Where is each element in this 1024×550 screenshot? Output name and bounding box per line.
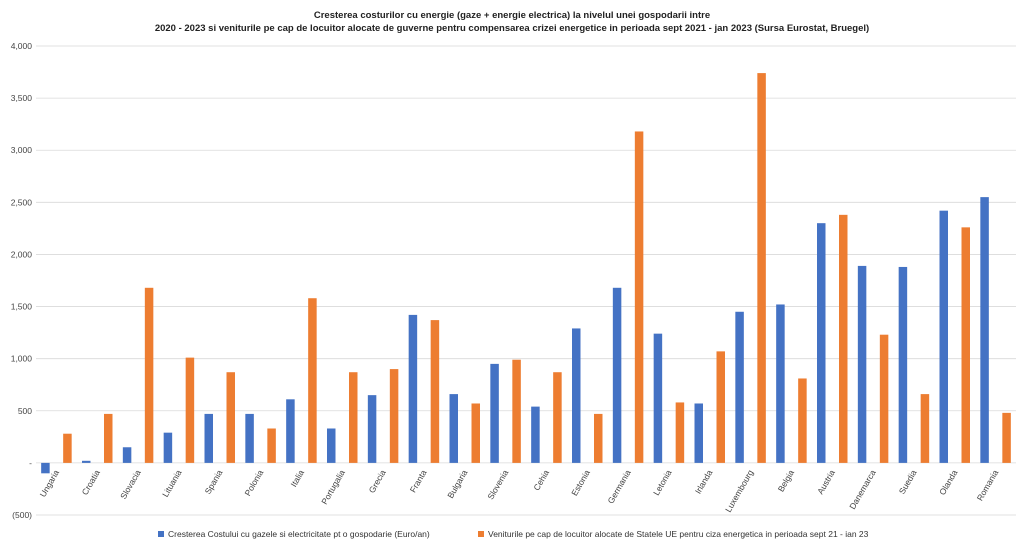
bar-slovacia-series-2 — [144, 287, 154, 463]
x-category-label: Ungaria — [38, 468, 62, 499]
bar-austria-series-2 — [839, 214, 848, 463]
bar-irlanda-series-2 — [716, 351, 725, 463]
x-category-label: Franta — [408, 468, 429, 495]
bar-slovenia-series-2 — [512, 359, 521, 463]
legend: Cresterea Costului cu gazele si electric… — [158, 529, 869, 539]
bar-belgia-series-1 — [776, 304, 785, 463]
bar-cehia-series-2 — [553, 372, 562, 463]
x-category-label: Belgia — [776, 468, 797, 494]
gridlines — [36, 45, 1016, 516]
x-category-label: Polonia — [242, 468, 265, 498]
x-category-label: Slovacia — [118, 468, 143, 501]
bar-belgia-series-2 — [798, 378, 807, 463]
x-category-label: Romania — [975, 468, 1001, 503]
bar-danemarca-series-2 — [879, 334, 889, 463]
bar-luxembourg-series-1 — [735, 311, 744, 463]
x-category-label: Portugalia — [319, 468, 347, 506]
chart-title-line1: Cresterea costurilor cu energie (gaze + … — [314, 10, 710, 21]
x-category-label: Bulgaria — [445, 468, 469, 500]
bar-romania-series-1 — [980, 197, 989, 463]
bar-letonia-series-1 — [653, 333, 663, 463]
x-category-label: Germania — [605, 468, 632, 506]
bar-suedia-series-1 — [898, 266, 908, 463]
x-category-label: Austria — [815, 468, 837, 496]
legend-swatch-series-1 — [158, 531, 164, 537]
x-axis-category-labels: Ungaria Croatia Slovacia Lituania Spania Polo… — [38, 468, 1001, 514]
bar-estonia-series-2 — [594, 413, 603, 463]
bar-italia-series-1 — [286, 399, 295, 463]
x-category-label: Letonia — [651, 468, 674, 497]
x-category-label: Cehia — [531, 468, 551, 492]
bar-spania-series-1 — [204, 413, 213, 463]
bar-danemarca-series-1 — [857, 265, 867, 463]
bar-polonia-series-1 — [245, 413, 254, 463]
bar-olanda-series-2 — [961, 227, 970, 463]
x-category-label: Italia — [289, 468, 307, 489]
bar-grecia-series-1 — [367, 395, 377, 463]
bar-ungaria-series-1 — [41, 462, 50, 474]
bar-bulgaria-series-2 — [471, 403, 480, 463]
bar-germania-series-2 — [634, 131, 644, 463]
bar-bulgaria-series-1 — [449, 394, 458, 463]
bar-olanda-series-1 — [939, 210, 948, 463]
y-tick-label: 500 — [18, 406, 32, 416]
bar-grecia-series-2 — [389, 369, 399, 463]
bar-croatia-series-1 — [82, 460, 91, 463]
bar-irlanda-series-1 — [694, 403, 703, 463]
x-category-label: Olanda — [937, 468, 960, 497]
bar-italia-series-2 — [308, 298, 317, 463]
legend-label-series-2: Veniturile pe cap de locuitor alocate de… — [488, 529, 869, 539]
y-tick-label: - — [29, 458, 32, 468]
bar-portugalia-series-1 — [327, 428, 336, 463]
bar-slovacia-series-1 — [122, 447, 132, 463]
x-category-label: Spania — [203, 468, 225, 496]
legend-swatch-series-2 — [478, 531, 484, 537]
y-tick-label: (500) — [12, 510, 32, 520]
y-tick-label: 3,500 — [11, 93, 33, 103]
bar-germania-series-1 — [612, 287, 622, 463]
x-category-label: Danemarca — [847, 468, 878, 511]
y-tick-label: 2,000 — [11, 249, 33, 259]
bar-suedia-series-2 — [920, 394, 930, 463]
x-category-label: Lituania — [160, 468, 184, 499]
y-tick-label: 4,000 — [11, 41, 33, 51]
x-category-label: Irlanda — [693, 468, 715, 496]
x-category-label: Grecia — [367, 468, 388, 495]
bar-franta-series-1 — [408, 314, 418, 463]
x-category-label: Estonia — [569, 468, 592, 498]
bar-spania-series-2 — [226, 372, 235, 463]
bar-estonia-series-1 — [572, 328, 581, 463]
bar-slovenia-series-1 — [490, 363, 499, 463]
bars — [41, 73, 1011, 474]
bar-romania-series-2 — [1002, 412, 1011, 463]
x-category-label: Luxembourg — [723, 468, 755, 514]
bar-croatia-series-2 — [104, 413, 113, 463]
legend-label-series-1: Cresterea Costului cu gazele si electric… — [168, 529, 430, 539]
bar-lituania-series-1 — [163, 432, 173, 463]
bar-portugalia-series-2 — [349, 372, 358, 463]
bar-austria-series-1 — [817, 223, 826, 463]
bar-ungaria-series-2 — [63, 433, 72, 463]
chart-title-line2: 2020 - 2023 si veniturile pe cap de locu… — [155, 23, 869, 34]
x-category-label: Slovenia — [485, 468, 510, 501]
y-tick-label: 2,500 — [11, 197, 33, 207]
y-tick-label: 3,000 — [11, 145, 33, 155]
bar-letonia-series-2 — [675, 402, 685, 463]
bar-franta-series-2 — [430, 320, 440, 463]
y-tick-label: 1,500 — [11, 302, 33, 312]
bar-polonia-series-2 — [267, 428, 276, 463]
bar-lituania-series-2 — [185, 357, 195, 463]
bar-cehia-series-1 — [531, 406, 540, 463]
x-category-label: Croatia — [80, 468, 102, 497]
y-tick-label: 1,000 — [11, 354, 33, 364]
bar-luxembourg-series-2 — [757, 73, 766, 463]
x-category-label: Suedia — [897, 468, 919, 496]
y-axis-tick-labels: 4,000 3,500 3,000 2,500 2,000 1,500 1,000 500 - (… — [11, 41, 33, 520]
